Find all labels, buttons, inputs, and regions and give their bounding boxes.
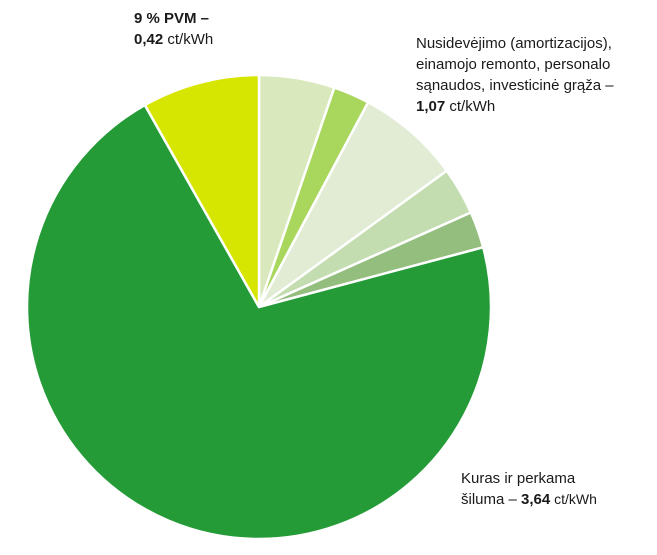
fuel-label-line1: Kuras ir perkama: [461, 470, 576, 487]
depreciation-label-line3: sąnaudos, investicinė grąža –: [416, 77, 614, 94]
vat-label-unit: ct/kWh: [163, 31, 214, 48]
depreciation-label-line1: Nusidevėjimo (amortizacijos),: [416, 35, 612, 52]
pie-slice-fuel-6: [25, 103, 493, 541]
depreciation-label-unit: ct/kWh: [445, 98, 496, 115]
fuel-slice-label: Kuras ir perkama šiluma – 3,64 ct/kWh: [461, 468, 651, 510]
vat-label-value: 0,42: [134, 31, 164, 48]
fuel-label-value: 3,64: [521, 491, 551, 508]
pie-slices: [25, 73, 493, 541]
depreciation-slice-label: Nusidevėjimo (amortizacijos), einamojo r…: [416, 33, 656, 117]
fuel-label-prefix: šiluma –: [461, 491, 522, 508]
pie-slice-vat-7: [143, 73, 261, 309]
pie-slice-depreciation-3: [257, 101, 449, 309]
vat-label-title: 9 % PVM –: [134, 10, 210, 27]
vat-slice-label: 9 % PVM – 0,42 ct/kWh: [134, 8, 304, 50]
fuel-label-unit: ct/kWh: [550, 491, 597, 507]
depreciation-label-line2: einamojo remonto, personalo: [416, 56, 611, 73]
depreciation-label-value: 1,07: [416, 98, 446, 115]
